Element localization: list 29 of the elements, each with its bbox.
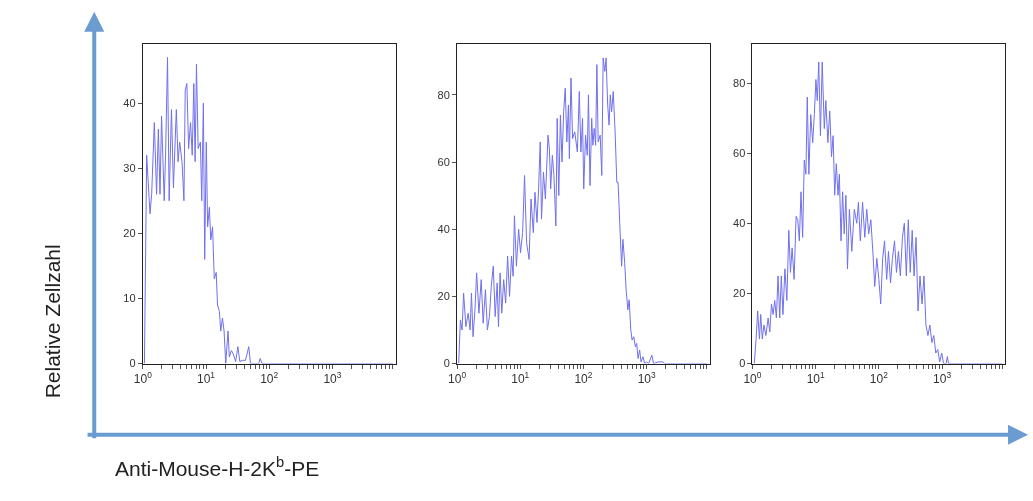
y-tick-label: 40 [437,223,450,236]
x-tick-label: 10$^{0}$ [133,369,153,386]
x-tick-label: 10$^{3}$ [637,369,656,386]
y-tick-label: 0 [443,357,450,370]
y-tick-label: 30 [123,162,136,175]
y-tick-label: 10 [123,292,136,305]
y-tick-label: 60 [437,155,450,168]
y-tick-label: 80 [733,76,746,89]
y-tick-label: 40 [123,96,136,109]
y-tick-label: 20 [437,290,450,303]
x-tick-label: 10$^{2}$ [869,369,889,386]
y-tick-label: 20 [733,287,746,300]
x-tick-label: 10$^{2}$ [260,369,279,386]
y-tick-label: 40 [733,217,746,230]
x-tick-label: 10$^{1}$ [197,369,216,386]
x-tick-label: 10$^{0}$ [743,369,762,386]
y-axis-title: Relative Zellzahl [41,244,65,399]
y-tick-label: 80 [437,88,450,101]
y-tick-label: 60 [733,147,746,160]
y-tick-label: 0 [739,357,746,370]
x-tick-label: 10$^{2}$ [574,369,593,386]
x-tick-label: 10$^{3}$ [933,369,952,386]
y-tick-label: 20 [123,227,136,240]
x-axis-title: Anti-Mouse-H-2K$^{b}$-PE [115,454,320,480]
y-tick-label: 0 [129,357,136,370]
x-tick-label: 10$^{1}$ [806,369,825,386]
x-tick-label: 10$^{1}$ [511,369,530,386]
x-tick-label: 10$^{3}$ [323,369,342,386]
x-tick-label: 10$^{0}$ [448,369,467,386]
